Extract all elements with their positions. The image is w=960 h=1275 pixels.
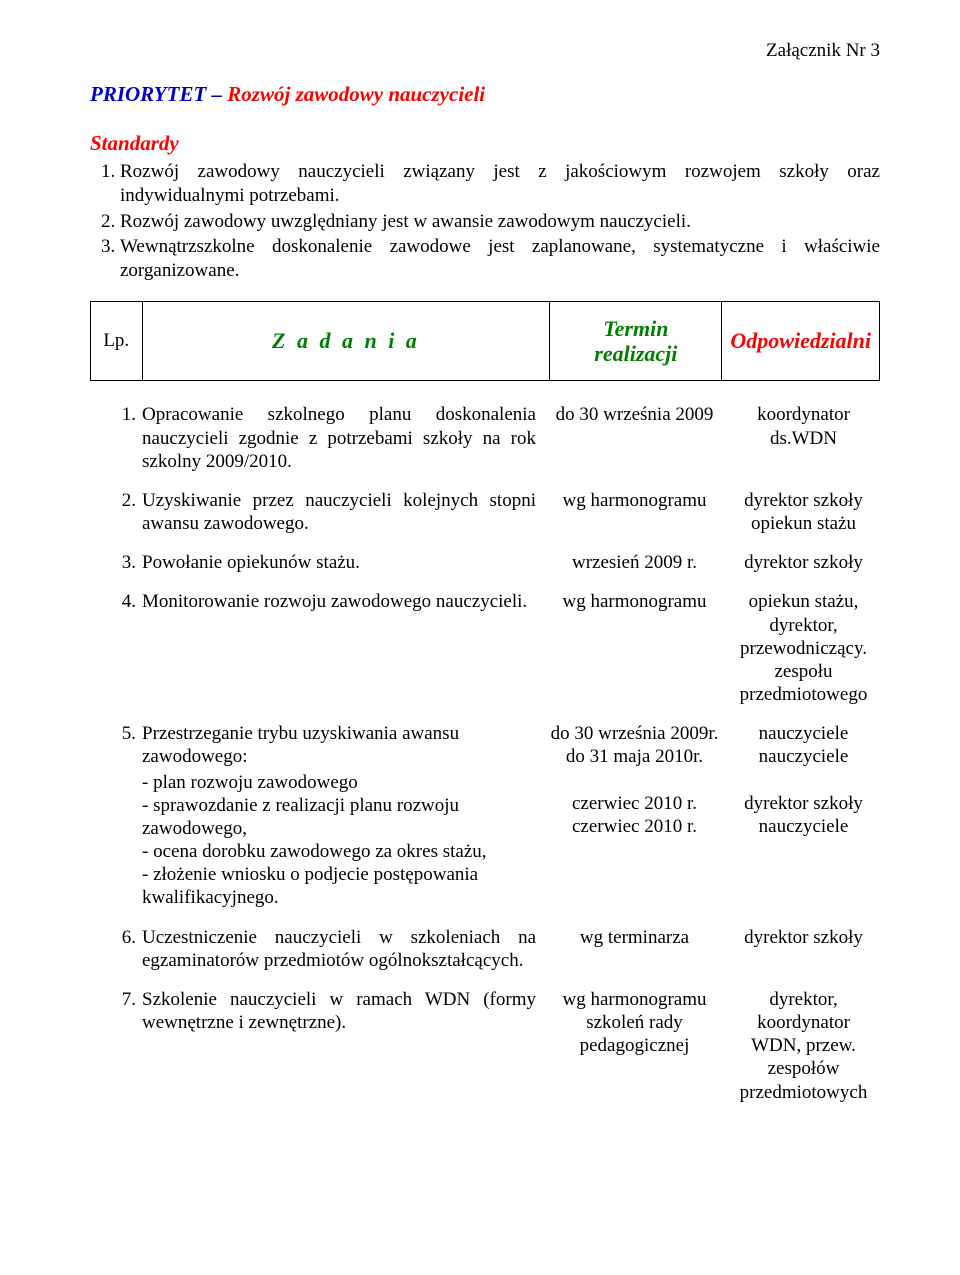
row5-resp-line: nauczyciele — [733, 745, 874, 768]
row-resp: opiekun stażu, dyrektor, przewodniczący.… — [727, 582, 880, 714]
header-term-line1: Termin — [558, 316, 713, 341]
row-task: Monitorowanie rozwoju zawodowego nauczyc… — [142, 582, 542, 714]
header-resp: Odpowiedzialni — [722, 301, 880, 381]
row-term: wg harmonogramu szkoleń rady pedagogiczn… — [542, 980, 727, 1112]
row-term: wrzesień 2009 r. — [542, 543, 727, 582]
row-task: Opracowanie szkolnego planu doskonalenia… — [142, 395, 542, 481]
priority-value: Rozwój zawodowy nauczycieli — [227, 82, 485, 106]
row5-resp-line: dyrektor szkoły — [733, 792, 874, 815]
row5-term-line: do 30 września 2009r. — [548, 722, 721, 745]
table-row: 2. Uzyskiwanie przez nauczycieli kolejny… — [90, 481, 880, 543]
table-row: 3. Powołanie opiekunów stażu. wrzesień 2… — [90, 543, 880, 582]
standards-header: Standardy — [90, 131, 880, 156]
row-task: Przestrzeganie trybu uzyskiwania awansu … — [142, 714, 542, 917]
header-lp-text: Lp. — [103, 330, 129, 351]
row-number: 6. — [90, 918, 142, 980]
row5-resp-line: nauczyciele — [733, 722, 874, 745]
row-term: wg terminarza — [542, 918, 727, 980]
row-resp: dyrektor szkoły — [727, 543, 880, 582]
table-row: 5. Przestrzeganie trybu uzyskiwania awan… — [90, 714, 880, 917]
standards-item: Rozwój zawodowy uwzględniany jest w awan… — [120, 210, 880, 234]
task-table-header: Lp. Z a d a n i a Termin realizacji Odpo… — [90, 301, 880, 382]
row5-task-line: - złożenie wniosku o podjecie postępowan… — [142, 863, 536, 886]
row5-term-line: do 31 maja 2010r. — [548, 745, 721, 768]
row-resp: dyrektor, koordynator WDN, przew. zespoł… — [727, 980, 880, 1112]
row-number: 5. — [90, 714, 142, 917]
row-resp: dyrektor szkoły opiekun stażu — [727, 481, 880, 543]
row-term: wg harmonogramu — [542, 481, 727, 543]
standards-item: Wewnątrzszkolne doskonalenie zawodowe je… — [120, 235, 880, 283]
row-resp: koordynator ds.WDN — [727, 395, 880, 481]
row5-task-line: zawodowego, — [142, 817, 536, 840]
row-term: do 30 września 2009r. do 31 maja 2010r. … — [542, 714, 727, 917]
row-number: 4. — [90, 582, 142, 714]
row5-task-line: - sprawozdanie z realizacji planu rozwoj… — [142, 794, 536, 817]
row5-task-line: - plan rozwoju zawodowego — [142, 771, 536, 794]
row-task: Uzyskiwanie przez nauczycieli kolejnych … — [142, 481, 542, 543]
header-task-text: Z a d a n i a — [272, 328, 420, 353]
row-resp: nauczyciele nauczyciele dyrektor szkoły … — [727, 714, 880, 917]
header-term: Termin realizacji — [550, 301, 722, 381]
row5-resp-line: nauczyciele — [733, 815, 874, 838]
row-term: wg harmonogramu — [542, 582, 727, 714]
task-table-body: 1. Opracowanie szkolnego planu doskonale… — [90, 395, 880, 1111]
priority-label: PRIORYTET – — [90, 82, 227, 106]
row-number: 2. — [90, 481, 142, 543]
row5-term-line: czerwiec 2010 r. — [548, 792, 721, 815]
table-row: 4. Monitorowanie rozwoju zawodowego nauc… — [90, 582, 880, 714]
header-lp: Lp. — [91, 301, 143, 381]
row-number: 1. — [90, 395, 142, 481]
row-number: 3. — [90, 543, 142, 582]
standards-list: Rozwój zawodowy nauczycieli związany jes… — [90, 160, 880, 283]
row5-resp-line — [733, 769, 874, 792]
page-container: Załącznik Nr 3 PRIORYTET – Rozwój zawodo… — [0, 0, 960, 1275]
row5-task-line: Przestrzeganie trybu uzyskiwania awansu … — [142, 722, 536, 768]
row-task: Powołanie opiekunów stażu. — [142, 543, 542, 582]
row-task: Szkolenie nauczycieli w ramach WDN (form… — [142, 980, 542, 1112]
header-term-line2: realizacji — [558, 341, 713, 366]
row-number: 7. — [90, 980, 142, 1112]
header-row: Lp. Z a d a n i a Termin realizacji Odpo… — [91, 301, 880, 381]
attachment-label: Załącznik Nr 3 — [90, 40, 880, 62]
row-resp: dyrektor szkoły — [727, 918, 880, 980]
table-row: 7. Szkolenie nauczycieli w ramach WDN (f… — [90, 980, 880, 1112]
header-task: Z a d a n i a — [142, 301, 550, 381]
row-term: do 30 września 2009 — [542, 395, 727, 481]
row5-term-line: czerwiec 2010 r. — [548, 815, 721, 838]
row-task: Uczestniczenie nauczycieli w szkoleniach… — [142, 918, 542, 980]
row5-term-line — [548, 769, 721, 792]
row5-task-line: - ocena dorobku zawodowego za okres staż… — [142, 840, 536, 863]
standards-item: Rozwój zawodowy nauczycieli związany jes… — [120, 160, 880, 208]
table-row: 1. Opracowanie szkolnego planu doskonale… — [90, 395, 880, 481]
priority-line: PRIORYTET – Rozwój zawodowy nauczycieli — [90, 82, 880, 107]
header-resp-text: Odpowiedzialni — [730, 328, 871, 353]
table-row: 6. Uczestniczenie nauczycieli w szkoleni… — [90, 918, 880, 980]
row5-task-line: kwalifikacyjnego. — [142, 886, 536, 909]
